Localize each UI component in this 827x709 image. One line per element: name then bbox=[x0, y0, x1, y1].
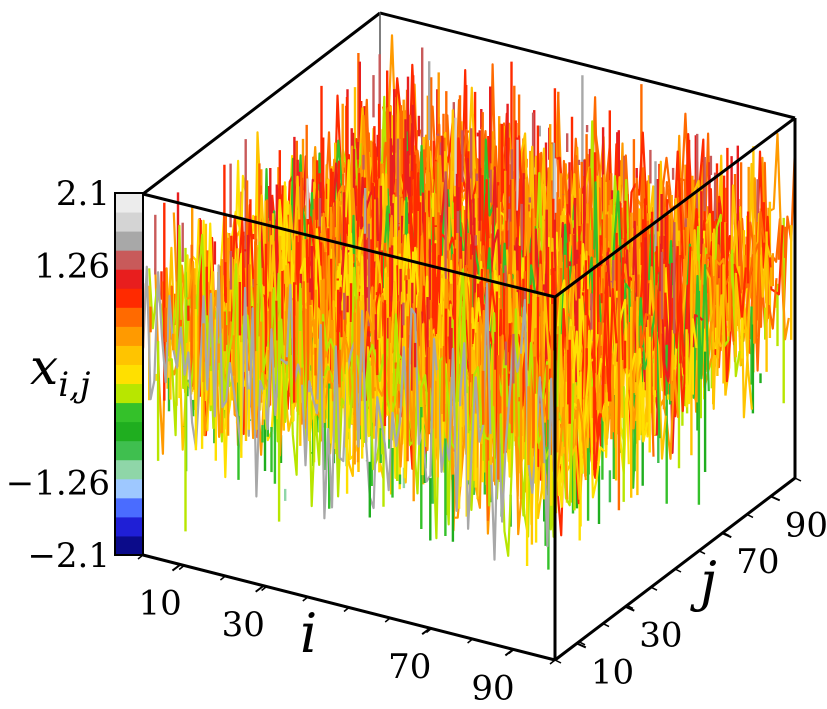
colorbar-segment bbox=[115, 535, 143, 556]
colorbar-label-main: x bbox=[30, 338, 58, 396]
colorbar-ticks: 2.1 1.26 −1.26 −2.1 bbox=[6, 174, 110, 576]
box-edge bbox=[554, 116, 796, 299]
i-tick-label: 90 bbox=[471, 668, 514, 708]
j-minor-tick bbox=[794, 477, 802, 482]
j-tick-label: 70 bbox=[736, 542, 779, 582]
j-minor-tick bbox=[722, 531, 730, 537]
i-axis-ticks: 10 30 70 90 bbox=[137, 554, 556, 708]
j-minor-tick bbox=[674, 568, 682, 573]
colorbar-segment bbox=[115, 402, 143, 423]
colorbar-tick-label: 2.1 bbox=[56, 174, 110, 214]
i-tick-mark bbox=[421, 627, 431, 635]
j-minor-tick bbox=[746, 513, 754, 519]
i-tick-mark bbox=[255, 584, 265, 593]
j-minor-tick bbox=[554, 659, 562, 664]
i-minor-tick bbox=[549, 659, 556, 665]
colorbar-segment bbox=[115, 516, 143, 537]
surface-plot bbox=[141, 34, 797, 570]
i-tick-mark bbox=[171, 563, 182, 572]
i-minor-tick bbox=[219, 575, 226, 581]
i-tick-label: 10 bbox=[138, 584, 181, 624]
colorbar-segment bbox=[115, 440, 143, 461]
j-minor-tick bbox=[650, 586, 658, 591]
colorbar-segment bbox=[115, 497, 143, 518]
j-tick-label: 90 bbox=[785, 505, 827, 545]
i-minor-tick bbox=[261, 585, 268, 592]
i-minor-tick bbox=[508, 648, 515, 655]
j-minor-tick bbox=[626, 604, 634, 610]
j-tick-mark bbox=[576, 642, 587, 649]
j-axis-label: j bbox=[690, 550, 717, 613]
j-minor-tick bbox=[698, 550, 706, 555]
colorbar-segment bbox=[115, 193, 143, 213]
j-minor-tick bbox=[770, 495, 778, 500]
colorbar-segment bbox=[115, 383, 143, 404]
colorbar-segment bbox=[115, 250, 143, 270]
j-tick-label: 30 bbox=[639, 616, 682, 656]
colorbar-segment bbox=[115, 326, 143, 346]
colorbar-tick-label: −2.1 bbox=[27, 536, 110, 576]
i-axis-label: i bbox=[300, 602, 317, 665]
i-tick-label: 70 bbox=[388, 647, 431, 687]
box-edge bbox=[142, 192, 556, 299]
colorbar-segment bbox=[115, 212, 143, 232]
j-minor-tick bbox=[602, 622, 610, 628]
colorbar-label-sub: i,j bbox=[58, 365, 91, 405]
colorbar-segment bbox=[115, 364, 143, 385]
colorbar-segment bbox=[115, 288, 143, 308]
surface-line bbox=[141, 264, 557, 561]
box-edge bbox=[379, 11, 796, 120]
colorbar-segment bbox=[115, 231, 143, 251]
colorbar-segment bbox=[115, 421, 143, 442]
colorbar-segment bbox=[115, 478, 143, 499]
i-minor-tick bbox=[425, 627, 432, 634]
colorbar bbox=[114, 192, 144, 556]
colorbar-tick-label: 1.26 bbox=[34, 246, 110, 286]
colorbar-frame bbox=[114, 192, 144, 556]
box-edge bbox=[142, 11, 381, 196]
j-tick-mark bbox=[624, 605, 635, 612]
colorbar-tick-label: −1.26 bbox=[6, 464, 110, 504]
colorbar-segment bbox=[115, 307, 143, 327]
i-minor-tick bbox=[343, 606, 350, 613]
colorbar-segment bbox=[115, 345, 143, 365]
i-minor-tick bbox=[467, 638, 474, 644]
colorbar-segment bbox=[115, 269, 143, 289]
i-minor-tick bbox=[384, 617, 391, 623]
colorbar-segment bbox=[115, 459, 143, 480]
i-minor-tick bbox=[302, 596, 309, 602]
colorbar-label: xi,j bbox=[30, 338, 91, 405]
j-minor-tick bbox=[578, 641, 586, 646]
i-minor-tick bbox=[178, 564, 185, 571]
i-tick-label: 30 bbox=[222, 605, 265, 645]
j-tick-label: 10 bbox=[591, 652, 634, 692]
